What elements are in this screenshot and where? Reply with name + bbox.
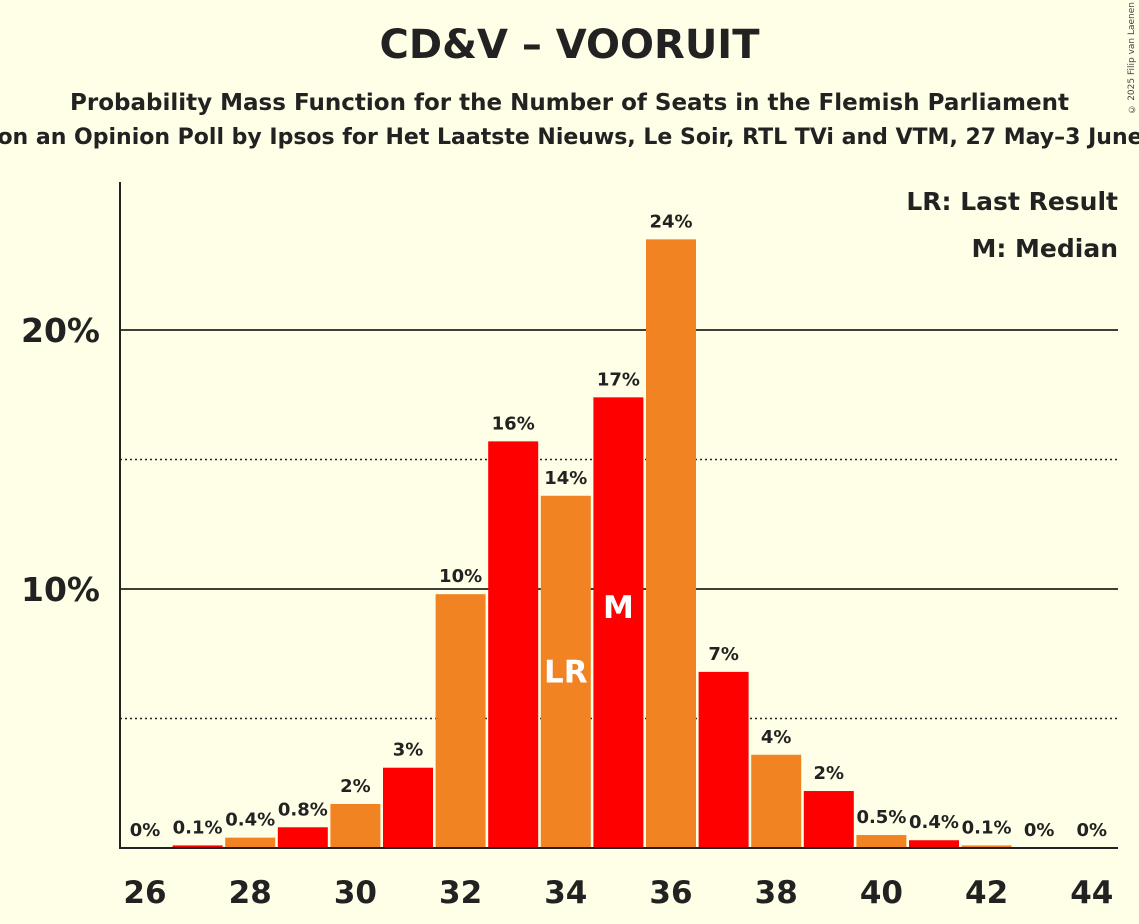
marker-last-result: LR <box>544 654 588 690</box>
data-label-41: 0.4% <box>909 812 959 833</box>
data-label-33: 16% <box>492 413 535 434</box>
x-tick-32: 32 <box>439 875 482 911</box>
chart-source: on an Opinion Poll by Ipsos for Het Laat… <box>0 125 1139 150</box>
x-tick-42: 42 <box>965 875 1008 911</box>
bar-36 <box>646 239 696 849</box>
data-label-37: 7% <box>708 644 739 665</box>
bar-markers: LR M <box>544 590 634 690</box>
axes: 26 28 30 32 34 36 38 40 42 44 10% 20% <box>21 182 1118 911</box>
y-tick-10pct: 10% <box>21 570 100 609</box>
data-label-44: 0% <box>1077 820 1108 841</box>
bar-30 <box>330 803 381 848</box>
x-tick-26: 26 <box>123 875 166 911</box>
data-label-30: 2% <box>340 776 371 797</box>
bar-38 <box>751 754 802 848</box>
data-label-34: 14% <box>544 468 587 489</box>
legend-median: M: Median <box>971 234 1118 263</box>
bar-32 <box>435 594 486 848</box>
bar-28 <box>225 837 276 848</box>
bar-27 <box>172 845 223 848</box>
bar-31 <box>383 767 433 848</box>
data-label-26: 0% <box>130 820 161 841</box>
data-label-31: 3% <box>393 740 424 761</box>
x-tick-28: 28 <box>229 875 272 911</box>
legend-last-result: LR: Last Result <box>906 187 1118 216</box>
x-tick-30: 30 <box>334 875 377 911</box>
bar-29 <box>277 827 328 848</box>
bar-37 <box>698 671 749 848</box>
bars <box>172 239 1012 849</box>
bar-39 <box>803 791 854 848</box>
data-label-36: 24% <box>649 211 692 232</box>
data-label-27: 0.1% <box>173 817 223 838</box>
y-tick-20pct: 20% <box>21 311 100 350</box>
bar-42 <box>961 845 1012 848</box>
bar-41 <box>909 840 959 848</box>
bar-34 <box>540 495 591 848</box>
x-tick-34: 34 <box>544 875 587 911</box>
data-label-40: 0.5% <box>856 807 906 828</box>
chart-subtitle: Probability Mass Function for the Number… <box>70 90 1069 116</box>
data-label-29: 0.8% <box>278 799 328 820</box>
data-labels: 0% 0.1% 0.4% 0.8%2%3%10%16%14%17%24%7%4%2%0… <box>130 211 1107 841</box>
bar-33 <box>488 441 539 848</box>
x-tick-44: 44 <box>1070 875 1113 911</box>
data-label-35: 17% <box>597 369 640 390</box>
chart-title: CD&V – VOORUIT <box>379 22 760 68</box>
data-label-43: 0% <box>1024 820 1055 841</box>
marker-median: M <box>603 590 634 626</box>
x-tick-36: 36 <box>649 875 692 911</box>
bar-35 <box>593 397 644 848</box>
x-tick-38: 38 <box>755 875 798 911</box>
data-label-28: 0.4% <box>225 810 275 831</box>
x-tick-40: 40 <box>860 875 903 911</box>
data-label-32: 10% <box>439 566 482 587</box>
data-label-39: 2% <box>814 763 845 784</box>
data-label-42: 0.1% <box>962 817 1012 838</box>
bar-40 <box>856 835 907 848</box>
data-label-38: 4% <box>761 727 792 748</box>
